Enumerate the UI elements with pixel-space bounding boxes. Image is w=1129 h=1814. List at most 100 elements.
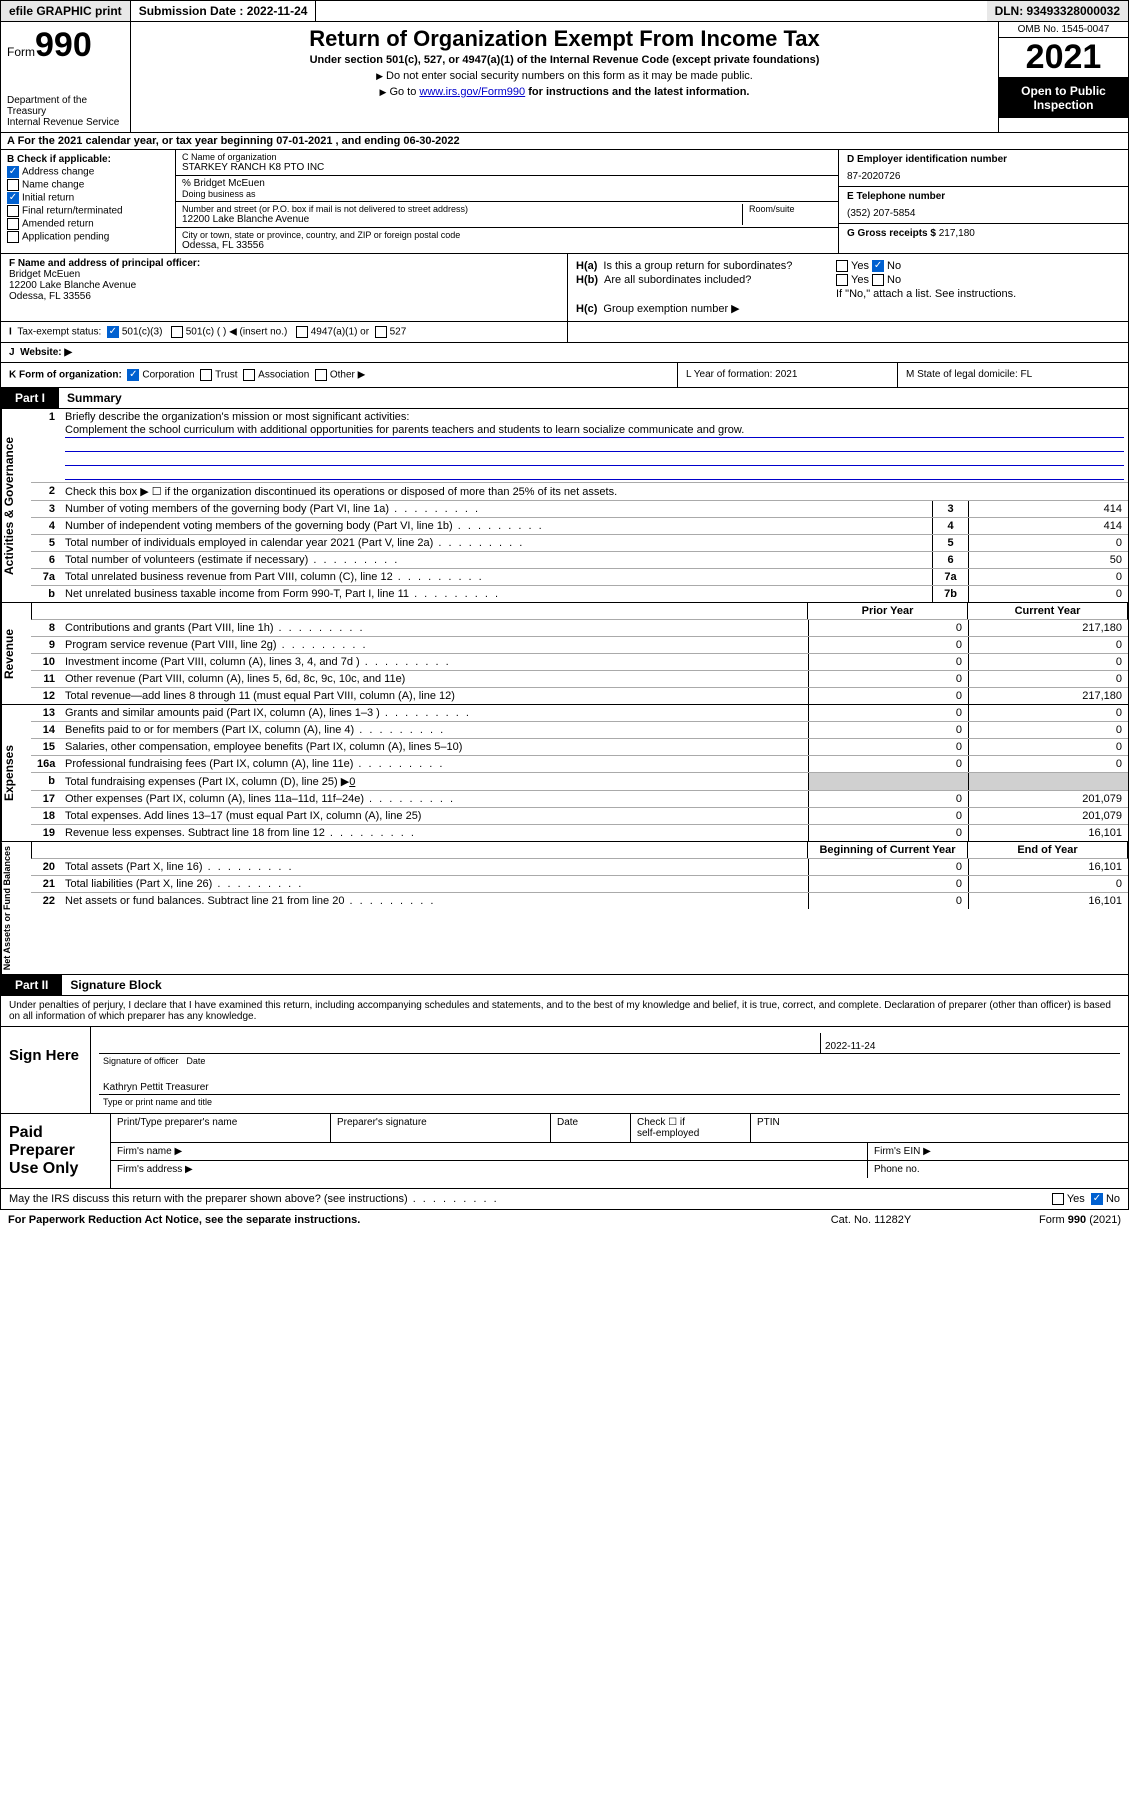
- officer-name-title: Kathryn Pettit Treasurer: [99, 1074, 1120, 1094]
- f-label: F Name and address of principal officer:: [9, 258, 200, 269]
- tax-status-row: I Tax-exempt status: ✓501(c)(3) 501(c) (…: [0, 322, 1129, 343]
- prep-col3: Date: [551, 1114, 631, 1142]
- line5-text: Total number of individuals employed in …: [61, 535, 932, 551]
- c9: 0: [968, 637, 1128, 653]
- netassets-label: Net Assets or Fund Balances: [1, 842, 31, 974]
- line16a-text: Professional fundraising fees (Part IX, …: [61, 756, 808, 772]
- p18: 0: [808, 808, 968, 824]
- check-name[interactable]: Name change: [7, 179, 169, 191]
- c19: 16,101: [968, 825, 1128, 841]
- form-title: Return of Organization Exempt From Incom…: [135, 26, 994, 52]
- p9: 0: [808, 637, 968, 653]
- dept-treasury: Department of the Treasury: [7, 95, 124, 117]
- officer-group-block: F Name and address of principal officer:…: [0, 254, 1129, 322]
- ha-label: Is this a group return for subordinates?: [603, 260, 792, 272]
- form-word: Form: [7, 45, 35, 59]
- c18: 201,079: [968, 808, 1128, 824]
- cat-no: Cat. No. 11282Y: [771, 1214, 971, 1226]
- c11: 0: [968, 671, 1128, 687]
- irs-label: Internal Revenue Service: [7, 117, 124, 128]
- line4-text: Number of independent voting members of …: [61, 518, 932, 534]
- line18-text: Total expenses. Add lines 13–17 (must eq…: [61, 808, 808, 824]
- paid-preparer-label: Paid Preparer Use Only: [1, 1114, 111, 1188]
- k-label: K Form of organization:: [9, 370, 122, 381]
- c17: 201,079: [968, 791, 1128, 807]
- room-label: Room/suite: [742, 204, 832, 225]
- tax-year: 2021: [999, 38, 1128, 78]
- val-7b: 0: [968, 586, 1128, 602]
- firm-phone-label: Phone no.: [868, 1161, 1128, 1178]
- p13: 0: [808, 705, 968, 721]
- tax-year-range: A For the 2021 calendar year, or tax yea…: [0, 133, 1129, 150]
- prior-year-hdr: Prior Year: [807, 603, 967, 619]
- sign-date: 2022-11-24: [820, 1033, 1120, 1053]
- p21: 0: [808, 876, 968, 892]
- p8: 0: [808, 620, 968, 636]
- discuss-question: May the IRS discuss this return with the…: [9, 1193, 1052, 1205]
- line15-text: Salaries, other compensation, employee b…: [61, 739, 808, 755]
- p17: 0: [808, 791, 968, 807]
- efile-button[interactable]: efile GRAPHIC print: [1, 1, 131, 21]
- city-label: City or town, state or province, country…: [182, 230, 832, 240]
- form990-link[interactable]: www.irs.gov/Form990: [419, 86, 525, 98]
- form-subtitle: Under section 501(c), 527, or 4947(a)(1)…: [135, 54, 994, 66]
- expenses-label: Expenses: [1, 705, 31, 841]
- hb-note: If "No," attach a list. See instructions…: [836, 288, 1016, 300]
- line12-text: Total revenue—add lines 8 through 11 (mu…: [61, 688, 808, 704]
- c-label: C Name of organization: [182, 152, 832, 162]
- c12: 217,180: [968, 688, 1128, 704]
- governance-label: Activities & Governance: [1, 409, 31, 602]
- firm-ein-label: Firm's EIN ▶: [868, 1143, 1128, 1160]
- website-row: J Website: ▶: [0, 343, 1129, 363]
- org-name: STARKEY RANCH K8 PTO INC: [182, 162, 832, 173]
- line2-text: Check this box ▶ ☐ if the organization d…: [61, 483, 1128, 500]
- b-label: B Check if applicable:: [7, 154, 111, 165]
- line9-text: Program service revenue (Part VIII, line…: [61, 637, 808, 653]
- check-initial[interactable]: ✓Initial return: [7, 192, 169, 204]
- goto-note: Go to www.irs.gov/Form990 for instructio…: [135, 86, 994, 98]
- p14: 0: [808, 722, 968, 738]
- val-7a: 0: [968, 569, 1128, 585]
- c14: 0: [968, 722, 1128, 738]
- check-amended[interactable]: Amended return: [7, 218, 169, 230]
- val-6: 50: [968, 552, 1128, 568]
- phone-value: (352) 207-5854: [847, 208, 1120, 219]
- line7b-text: Net unrelated business taxable income fr…: [61, 586, 932, 602]
- p22: 0: [808, 893, 968, 909]
- mission-text: Complement the school curriculum with ad…: [65, 423, 1124, 438]
- officer-addr1: 12200 Lake Blanche Avenue: [9, 280, 136, 291]
- check-address[interactable]: ✓Address change: [7, 166, 169, 178]
- c16a: 0: [968, 756, 1128, 772]
- hb-label: Are all subordinates included?: [604, 274, 751, 286]
- beg-year-hdr: Beginning of Current Year: [807, 842, 967, 858]
- c15: 0: [968, 739, 1128, 755]
- care-of: % Bridget McEuen: [182, 178, 832, 189]
- p19: 0: [808, 825, 968, 841]
- expenses-section: Expenses 13Grants and similar amounts pa…: [0, 705, 1129, 842]
- line11-text: Other revenue (Part VIII, column (A), li…: [61, 671, 808, 687]
- prep-col5: PTIN: [751, 1114, 1128, 1142]
- c8: 217,180: [968, 620, 1128, 636]
- top-bar: efile GRAPHIC print Submission Date : 20…: [0, 0, 1129, 22]
- check-application[interactable]: Application pending: [7, 231, 169, 243]
- line1-label: Briefly describe the organization's miss…: [65, 411, 409, 423]
- firm-addr-label: Firm's address ▶: [111, 1161, 868, 1178]
- omb-number: OMB No. 1545-0047: [999, 22, 1128, 38]
- i-label: Tax-exempt status:: [17, 327, 101, 338]
- governance-section: Activities & Governance 1 Briefly descri…: [0, 409, 1129, 603]
- org-form-row: K Form of organization: ✓Corporation Tru…: [0, 363, 1129, 388]
- line3-text: Number of voting members of the governin…: [61, 501, 932, 517]
- officer-name: Bridget McEuen: [9, 269, 80, 280]
- p11: 0: [808, 671, 968, 687]
- city-state-zip: Odessa, FL 33556: [182, 240, 832, 251]
- state-domicile: M State of legal domicile: FL: [898, 363, 1128, 387]
- val-4: 414: [968, 518, 1128, 534]
- current-year-hdr: Current Year: [967, 603, 1127, 619]
- check-final[interactable]: Final return/terminated: [7, 205, 169, 217]
- paperwork-notice: For Paperwork Reduction Act Notice, see …: [8, 1214, 771, 1226]
- line22-text: Net assets or fund balances. Subtract li…: [61, 893, 808, 909]
- ssn-note: Do not enter social security numbers on …: [135, 70, 994, 82]
- revenue-section: Revenue Prior YearCurrent Year 8Contribu…: [0, 603, 1129, 705]
- line7a-text: Total unrelated business revenue from Pa…: [61, 569, 932, 585]
- netassets-section: Net Assets or Fund Balances Beginning of…: [0, 842, 1129, 975]
